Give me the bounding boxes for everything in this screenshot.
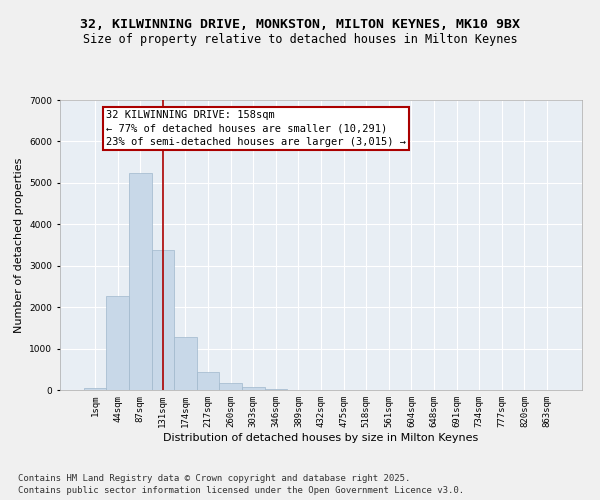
Bar (220, 383, 242, 390)
Y-axis label: Number of detached properties: Number of detached properties (14, 158, 24, 332)
Bar (129, 172, 152, 390)
Text: 32 KILWINNING DRIVE: 158sqm
← 77% of detached houses are smaller (10,291)
23% of: 32 KILWINNING DRIVE: 158sqm ← 77% of det… (106, 110, 406, 147)
Text: 32, KILWINNING DRIVE, MONKSTON, MILTON KEYNES, MK10 9BX: 32, KILWINNING DRIVE, MONKSTON, MILTON K… (80, 18, 520, 30)
Bar (265, 389, 287, 390)
Bar (197, 372, 220, 390)
Bar (174, 336, 197, 390)
Bar (106, 296, 129, 390)
Bar (84, 388, 106, 390)
Bar (242, 386, 265, 390)
Text: Size of property relative to detached houses in Milton Keynes: Size of property relative to detached ho… (83, 32, 517, 46)
Bar (152, 250, 174, 390)
Text: Contains HM Land Registry data © Crown copyright and database right 2025.
Contai: Contains HM Land Registry data © Crown c… (18, 474, 464, 495)
X-axis label: Distribution of detached houses by size in Milton Keynes: Distribution of detached houses by size … (163, 432, 479, 442)
